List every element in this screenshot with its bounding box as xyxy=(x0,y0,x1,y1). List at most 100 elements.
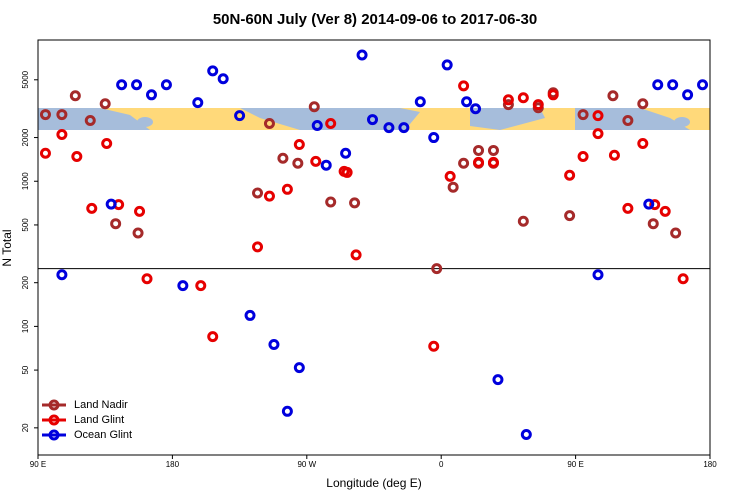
point xyxy=(487,144,499,156)
point xyxy=(667,79,679,91)
point xyxy=(252,241,264,253)
point xyxy=(234,110,246,122)
point xyxy=(517,92,529,104)
point xyxy=(325,196,337,208)
point xyxy=(473,144,485,156)
point xyxy=(195,280,207,292)
point xyxy=(520,428,532,440)
y-tick-label: 500 xyxy=(21,218,30,232)
point xyxy=(281,405,293,417)
point xyxy=(517,215,529,227)
point xyxy=(340,147,352,159)
point xyxy=(310,155,322,167)
point xyxy=(320,159,332,171)
point xyxy=(502,99,514,111)
point xyxy=(622,115,634,127)
point xyxy=(281,183,293,195)
point xyxy=(268,339,280,351)
y-tick-label: 100 xyxy=(21,319,30,333)
x-tick-label: 0 xyxy=(439,460,444,469)
y-tick-label: 200 xyxy=(21,275,30,289)
point xyxy=(192,97,204,109)
point xyxy=(356,49,368,61)
x-tick-label: 180 xyxy=(166,460,180,469)
point xyxy=(592,128,604,140)
point xyxy=(350,249,362,261)
point xyxy=(608,149,620,161)
y-tick-label: 50 xyxy=(21,365,30,374)
point xyxy=(622,202,634,214)
point xyxy=(441,59,453,71)
point xyxy=(101,137,113,149)
point xyxy=(677,273,689,285)
point xyxy=(141,273,153,285)
point xyxy=(39,109,51,121)
point xyxy=(110,218,122,230)
point xyxy=(592,110,604,122)
point xyxy=(160,79,172,91)
point xyxy=(607,90,619,102)
point xyxy=(39,147,51,159)
point xyxy=(461,96,473,108)
point xyxy=(134,205,146,217)
point xyxy=(649,199,661,211)
point xyxy=(458,157,470,169)
legend-marker xyxy=(48,429,60,441)
point xyxy=(383,122,395,134)
legend-label: Land Nadir xyxy=(74,399,128,411)
point xyxy=(308,101,320,113)
point xyxy=(263,190,275,202)
point xyxy=(428,132,440,144)
point xyxy=(244,309,256,321)
point xyxy=(56,128,68,140)
point xyxy=(637,98,649,110)
point xyxy=(325,117,337,129)
point xyxy=(414,96,426,108)
point xyxy=(670,227,682,239)
x-tick-label: 90 W xyxy=(297,460,316,469)
map-band xyxy=(38,108,710,130)
point xyxy=(502,94,514,106)
point xyxy=(564,210,576,222)
point xyxy=(341,166,353,178)
point xyxy=(56,109,68,121)
plot-frame xyxy=(37,39,711,456)
point xyxy=(177,280,189,292)
point xyxy=(647,218,659,230)
x-axis-label: Longitude (deg E) xyxy=(326,476,421,490)
point xyxy=(659,205,671,217)
point xyxy=(564,169,576,181)
x-tick-label: 90 E xyxy=(567,460,583,469)
point xyxy=(444,170,456,182)
point xyxy=(207,65,219,77)
y-tick-label: 1000 xyxy=(21,172,30,190)
point xyxy=(492,374,504,386)
point xyxy=(116,79,128,91)
legend-marker xyxy=(48,399,60,411)
point xyxy=(487,156,499,168)
point xyxy=(592,269,604,281)
point xyxy=(349,197,361,209)
point xyxy=(217,73,229,85)
point xyxy=(637,137,649,149)
point xyxy=(532,99,544,111)
point xyxy=(132,227,144,239)
point xyxy=(56,269,68,281)
point xyxy=(293,362,305,374)
series xyxy=(56,49,709,440)
point xyxy=(145,89,157,101)
point xyxy=(252,187,264,199)
x-tick-label: 180 xyxy=(703,460,717,469)
series xyxy=(39,87,682,275)
point xyxy=(292,157,304,169)
map-land xyxy=(674,117,690,127)
point xyxy=(577,151,589,163)
map-land xyxy=(470,108,545,130)
point xyxy=(470,103,482,115)
x-tick-label: 90 E xyxy=(30,460,46,469)
legend-label: Ocean Glint xyxy=(74,429,132,441)
point xyxy=(131,79,143,91)
point xyxy=(547,89,559,101)
point xyxy=(71,151,83,163)
